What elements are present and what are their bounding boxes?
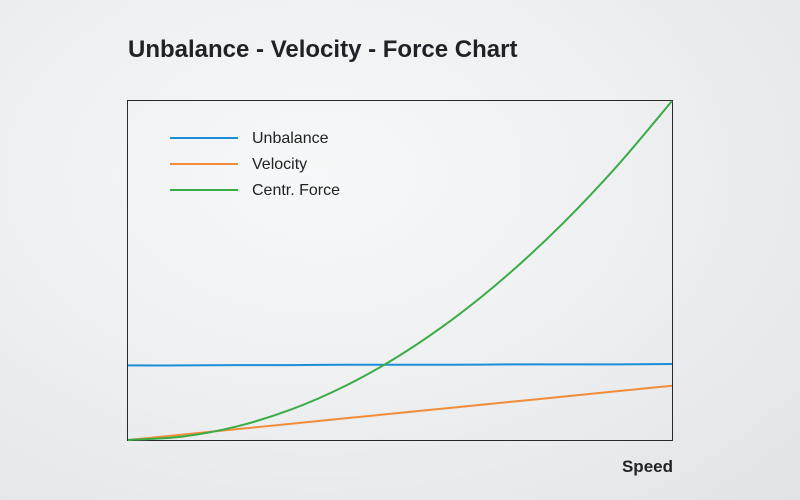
plot-area	[127, 100, 673, 441]
legend: Unbalance Velocity Centr. Force	[170, 130, 340, 199]
series-line-2	[127, 100, 673, 441]
legend-item: Centr. Force	[170, 182, 340, 199]
legend-item: Velocity	[170, 156, 307, 173]
legend-item: Unbalance	[170, 130, 329, 147]
series-layer	[127, 100, 673, 441]
series-line-0	[127, 363, 673, 367]
legend-label: Unbalance	[252, 130, 329, 147]
x-axis-label: Speed	[622, 457, 673, 476]
legend-label: Centr. Force	[252, 182, 340, 199]
chart-title: Unbalance - Velocity - Force Chart	[128, 36, 518, 63]
legend-label: Velocity	[252, 156, 307, 173]
